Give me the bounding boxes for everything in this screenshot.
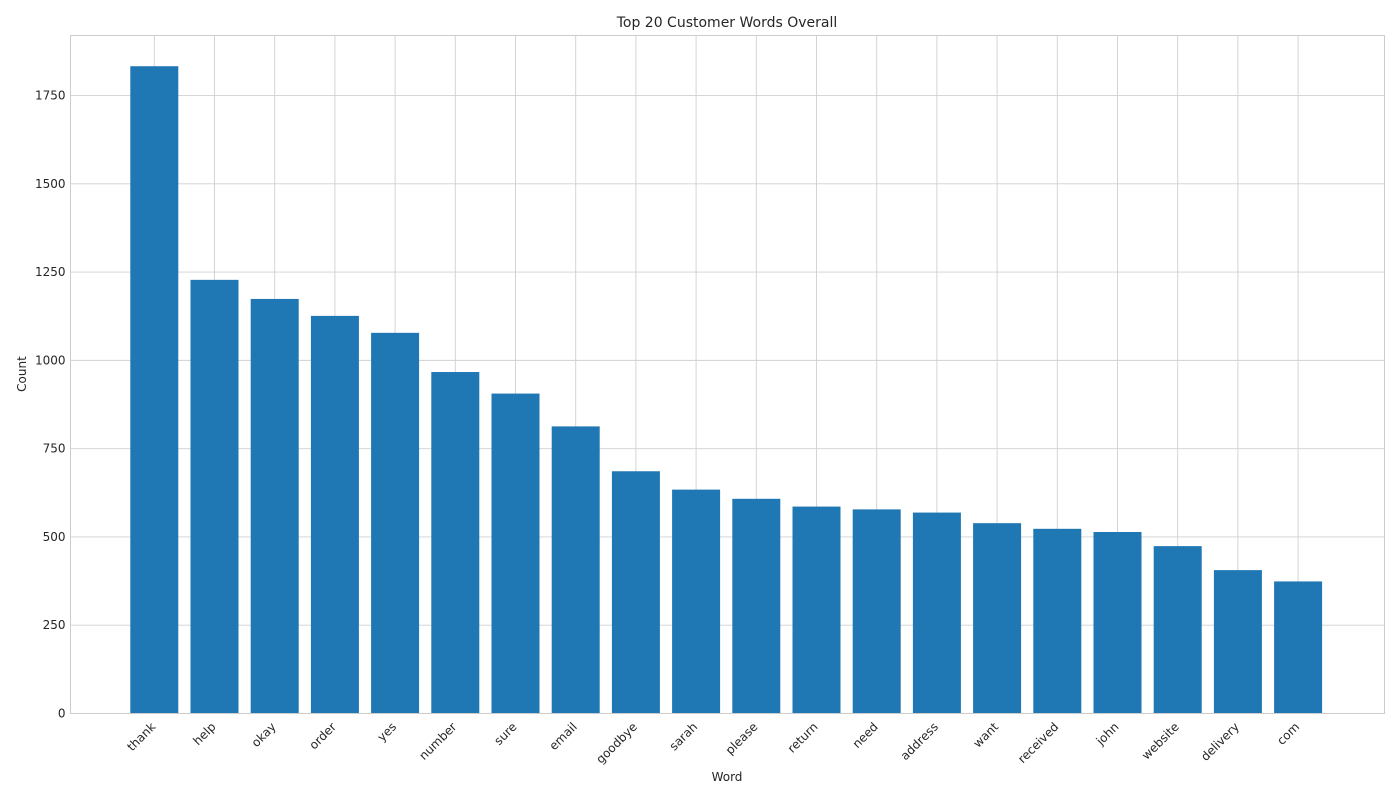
x-tick-label: received xyxy=(1015,720,1061,766)
bar-okay xyxy=(250,298,299,714)
x-tick-label: order xyxy=(306,720,339,753)
x-axis-label: Word xyxy=(712,770,743,784)
y-axis-label: Count xyxy=(15,356,29,392)
y-tick-label: 1000 xyxy=(35,353,66,367)
chart-title: Top 20 Customer Words Overall xyxy=(616,15,838,31)
bar-want xyxy=(973,523,1022,714)
bar-com xyxy=(1274,581,1323,714)
bar-thank xyxy=(130,66,179,714)
y-tick-label: 250 xyxy=(43,618,66,632)
bars xyxy=(130,66,1323,714)
bar-please xyxy=(732,498,781,714)
x-tick-label: need xyxy=(850,720,881,751)
bar-received xyxy=(1033,528,1082,714)
bar-yes xyxy=(371,332,420,714)
plot-frame xyxy=(70,35,1385,714)
y-axis-ticks: 0 250 500 750 1000 1250 1500 1750 xyxy=(35,89,66,721)
bar-address xyxy=(912,512,961,714)
x-tick-label: com xyxy=(1274,720,1302,748)
bar-number xyxy=(431,372,480,714)
x-tick-label: yes xyxy=(375,720,400,745)
bar-website xyxy=(1153,546,1202,714)
bar-sarah xyxy=(672,489,721,714)
x-tick-label: want xyxy=(970,720,1001,751)
bar-delivery xyxy=(1213,570,1262,714)
y-tick-label: 1250 xyxy=(35,265,66,279)
y-tick-label: 0 xyxy=(58,707,66,721)
x-tick-label: please xyxy=(723,720,761,758)
x-tick-label: website xyxy=(1139,720,1182,763)
x-tick-label: john xyxy=(1093,720,1122,749)
bar-order xyxy=(310,315,359,714)
x-tick-label: sure xyxy=(491,720,519,748)
x-tick-label: okay xyxy=(249,720,279,750)
bar-goodbye xyxy=(611,471,660,714)
bar-return xyxy=(792,506,841,714)
bar-john xyxy=(1093,531,1142,714)
x-tick-label: help xyxy=(190,720,218,748)
x-tick-label: thank xyxy=(124,720,158,754)
x-tick-label: email xyxy=(547,720,580,753)
y-tick-label: 1500 xyxy=(35,177,66,191)
x-tick-label: number xyxy=(416,720,459,763)
y-tick-label: 500 xyxy=(43,530,66,544)
x-tick-label: sarah xyxy=(667,720,701,754)
x-tick-label: return xyxy=(785,720,821,756)
y-tick-label: 1750 xyxy=(35,89,66,103)
y-tick-label: 750 xyxy=(43,442,66,456)
bar-email xyxy=(551,426,600,714)
x-tick-label: address xyxy=(898,720,941,763)
bar-need xyxy=(852,509,901,714)
x-tick-label: goodbye xyxy=(593,720,640,767)
x-tick-label: delivery xyxy=(1198,720,1242,764)
x-axis-ticks: thank help okay order yes number sure email good… xyxy=(124,720,1302,767)
bar-help xyxy=(190,279,239,714)
bar-sure xyxy=(491,393,540,714)
